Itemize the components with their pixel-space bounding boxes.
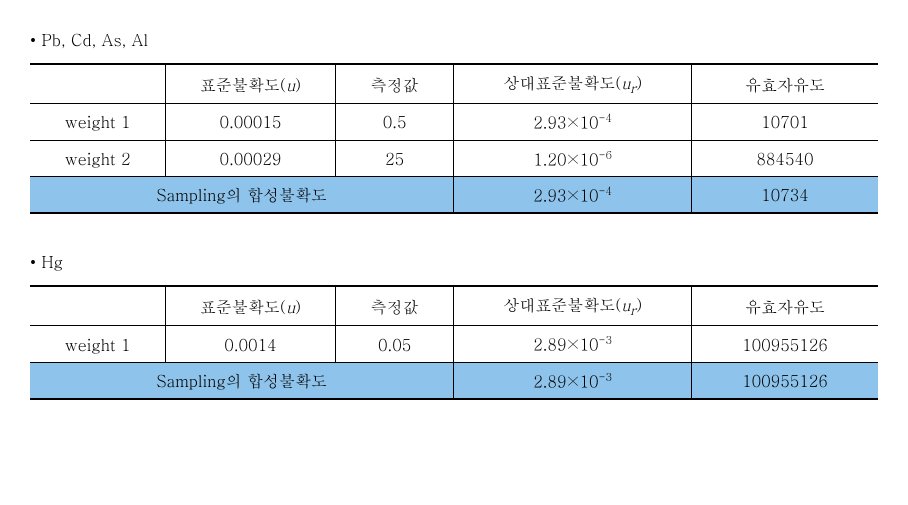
table-row: weight 1 0.0014 0.05 2.89×10-3 100955126 (30, 326, 878, 362)
cell-measured: 0.05 (335, 326, 454, 362)
table-header-row: 표준불확도(u) 측정값 상대표준불확도(ur) 유효자유도 (30, 286, 878, 326)
summary-row: Sampling의 합성불확도 2.93×10-4 10734 (30, 176, 878, 213)
col-header-blank (30, 64, 166, 104)
row-label: weight 1 (30, 326, 166, 362)
col-header-measured: 측정값 (335, 64, 454, 104)
summary-dof: 10734 (691, 176, 878, 213)
col-header-stdu: 표준불확도(u) (166, 286, 336, 326)
summary-relstdu: 2.93×10-4 (454, 176, 691, 213)
col-header-measured: 측정값 (335, 286, 454, 326)
summary-label: Sampling의 합성불확도 (30, 362, 454, 399)
data-table: 표준불확도(u) 측정값 상대표준불확도(ur) 유효자유도 weight 1 … (30, 285, 878, 400)
col-header-stdu: 표준불확도(u) (166, 64, 336, 104)
cell-dof: 100955126 (691, 326, 878, 362)
summary-dof: 100955126 (691, 362, 878, 399)
section-pb-cd-as-al: • Pb, Cd, As, Al 표준불확도(u) 측정값 상대표준불확도(ur… (30, 28, 878, 214)
cell-relstdu: 1.20×10-6 (454, 140, 691, 176)
cell-relstdu: 2.89×10-3 (454, 326, 691, 362)
col-header-dof: 유효자유도 (691, 286, 878, 326)
cell-measured: 0.5 (335, 104, 454, 140)
cell-relstdu: 2.93×10-4 (454, 104, 691, 140)
table-header-row: 표준불확도(u) 측정값 상대표준불확도(ur) 유효자유도 (30, 64, 878, 104)
cell-stdu: 0.00015 (166, 104, 336, 140)
summary-row: Sampling의 합성불확도 2.89×10-3 100955126 (30, 362, 878, 399)
cell-measured: 25 (335, 140, 454, 176)
col-header-dof: 유효자유도 (691, 64, 878, 104)
section-heading: • Pb, Cd, As, Al (30, 28, 878, 51)
data-table: 표준불확도(u) 측정값 상대표준불확도(ur) 유효자유도 weight 1 … (30, 63, 878, 214)
col-header-blank (30, 286, 166, 326)
section-heading: • Hg (30, 250, 878, 273)
cell-dof: 884540 (691, 140, 878, 176)
cell-dof: 10701 (691, 104, 878, 140)
summary-relstdu: 2.89×10-3 (454, 362, 691, 399)
table-row: weight 2 0.00029 25 1.20×10-6 884540 (30, 140, 878, 176)
row-label: weight 1 (30, 104, 166, 140)
summary-label: Sampling의 합성불확도 (30, 176, 454, 213)
col-header-relstdu: 상대표준불확도(ur) (454, 286, 691, 326)
table-row: weight 1 0.00015 0.5 2.93×10-4 10701 (30, 104, 878, 140)
cell-stdu: 0.0014 (166, 326, 336, 362)
cell-stdu: 0.00029 (166, 140, 336, 176)
row-label: weight 2 (30, 140, 166, 176)
col-header-relstdu: 상대표준불확도(ur) (454, 64, 691, 104)
section-hg: • Hg 표준불확도(u) 측정값 상대표준불확도(ur) 유효자유도 weig… (30, 250, 878, 400)
